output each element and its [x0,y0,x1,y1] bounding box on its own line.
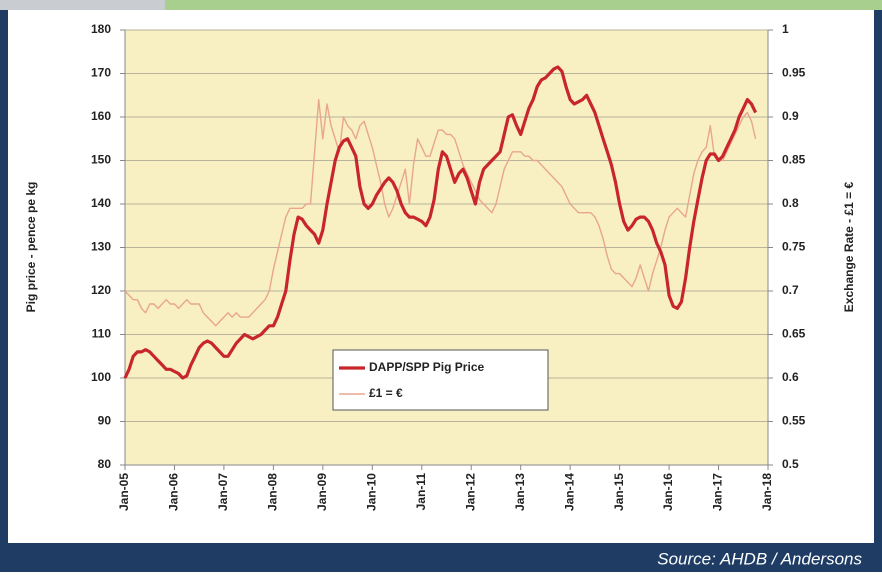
y-tick-label: 170 [91,66,111,80]
x-tick-label: Jan-14 [562,473,576,511]
x-tick-label: Jan-05 [117,473,131,511]
legend-label: £1 = € [369,386,403,400]
x-tick-label: Jan-06 [167,473,181,511]
y-axis-title: Pig price - pence pe kg [24,182,38,313]
x-tick-label: Jan-09 [315,473,329,511]
top-strip-left [0,0,165,10]
x-tick-label: Jan-16 [661,473,675,511]
y-tick-label: 160 [91,109,111,123]
x-tick-label: Jan-11 [414,473,428,511]
x-tick-label: Jan-17 [711,473,725,511]
y2-tick-label: 0.6 [782,370,799,384]
y2-tick-label: 0.75 [782,240,806,254]
y2-tick-label: 0.85 [782,153,806,167]
y-tick-label: 120 [91,283,111,297]
top-strip-right [165,0,882,10]
y-tick-label: 180 [91,22,111,36]
y2-tick-label: 1 [782,22,789,36]
legend-label: DAPP/SPP Pig Price [369,360,484,374]
x-tick-label: Jan-13 [513,473,527,511]
x-tick-label: Jan-10 [364,473,378,511]
y2-axis-title: Exchange Rate - £1 = € [842,181,856,312]
y2-tick-label: 0.5 [782,457,799,471]
y2-tick-label: 0.8 [782,196,799,210]
y-tick-label: 110 [92,327,112,341]
y2-tick-label: 0.7 [782,283,799,297]
series-line [124,98,757,327]
x-tick-label: Jan-08 [266,473,280,511]
legend-box [332,349,549,411]
y2-tick-label: 0.55 [782,414,806,428]
y-tick-label: 90 [98,414,112,428]
source-note: Source: AHDB / Andersons [657,549,862,568]
y-tick-label: 140 [91,196,111,210]
y-tick-label: 100 [91,370,111,384]
x-tick-label: Jan-15 [612,473,626,511]
x-tick-label: Jan-12 [463,473,477,511]
y-tick-label: 150 [91,153,111,167]
y2-tick-label: 0.95 [782,66,806,80]
x-tick-label: Jan-18 [760,473,774,511]
y-tick-label: 130 [91,240,111,254]
y2-tick-label: 0.9 [782,109,799,123]
y2-tick-label: 0.65 [782,327,806,341]
y-tick-label: 80 [98,457,112,471]
x-tick-label: Jan-07 [216,473,230,511]
series-line [123,65,758,380]
